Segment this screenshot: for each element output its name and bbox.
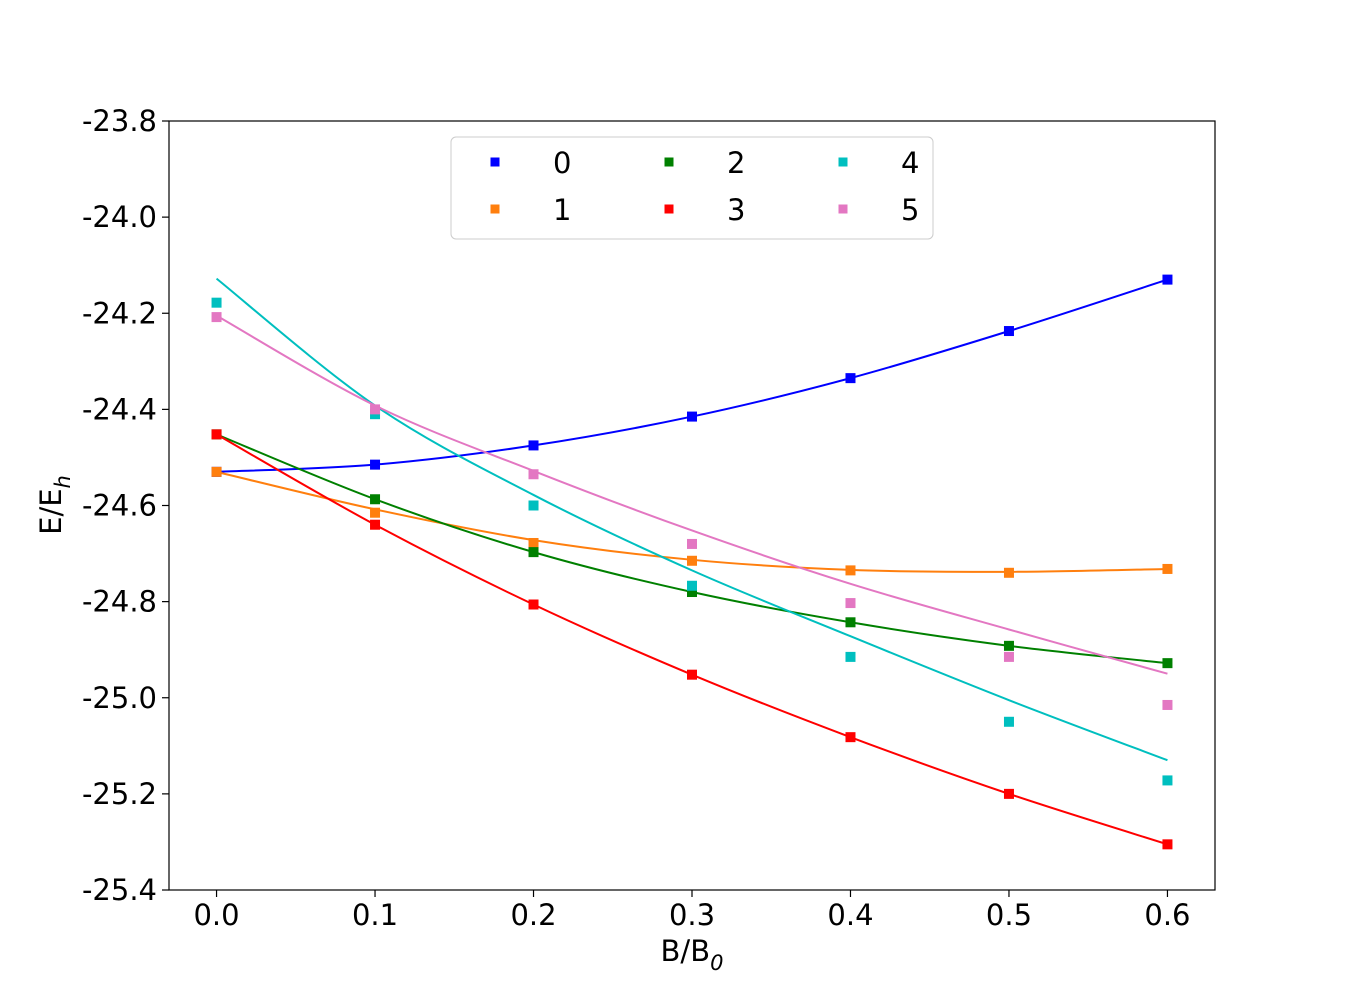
- data-point-0: [528, 440, 539, 451]
- legend-label-1: 1: [553, 193, 571, 227]
- legend-frame: [450, 136, 934, 240]
- data-point-1: [687, 555, 697, 566]
- data-point-4: [528, 500, 539, 511]
- legend-label-5: 5: [901, 193, 919, 227]
- data-point-5: [211, 312, 222, 323]
- data-point-2: [1162, 658, 1173, 669]
- data-point-5: [1003, 651, 1014, 662]
- x-tick-label: 0.6: [1144, 898, 1190, 932]
- y-tick-label: -23.8: [82, 104, 157, 138]
- x-tick-label: 0.4: [827, 898, 873, 932]
- x-tick-label: 0.0: [193, 898, 239, 932]
- data-point-5: [845, 598, 856, 609]
- data-point-5: [370, 404, 381, 415]
- data-point-0: [1003, 326, 1014, 337]
- series-layer: [211, 274, 1173, 850]
- data-point-1: [528, 537, 539, 548]
- data-point-4: [845, 651, 856, 662]
- data-point-1: [370, 507, 381, 518]
- data-point-3: [1162, 839, 1173, 850]
- data-point-2: [845, 617, 856, 628]
- y-tick-label: -24.8: [82, 585, 157, 619]
- legend-marker-4: [838, 157, 848, 167]
- data-point-5: [687, 538, 697, 549]
- data-point-2: [1003, 640, 1014, 651]
- y-axis-label: E/Eh: [34, 475, 75, 535]
- data-point-3: [687, 669, 697, 680]
- legend-marker-3: [664, 204, 674, 214]
- x-axis: 0.0 0.1 0.2 0.3 0.4 0.5 0.6: [193, 890, 1191, 932]
- y-tick-label: -24.2: [82, 296, 157, 330]
- data-point-1: [845, 565, 856, 576]
- x-tick-label: 0.2: [510, 898, 556, 932]
- plot-area: [168, 120, 1216, 891]
- data-point-2: [687, 587, 697, 598]
- legend-marker-2: [664, 157, 674, 167]
- data-point-1: [1003, 567, 1014, 578]
- data-point-4: [1003, 716, 1014, 727]
- data-point-3: [845, 732, 856, 743]
- y-axis: -23.8 -24.0 -24.2 -24.4 -24.6 -24.8 -25.0 -25.2…: [82, 104, 169, 907]
- data-point-3: [211, 429, 222, 440]
- y-tick-label: -24.0: [82, 200, 157, 234]
- y-tick-label: -25.0: [82, 681, 157, 715]
- data-point-3: [1003, 788, 1014, 799]
- y-tick-label: -24.6: [82, 489, 157, 523]
- data-point-1: [211, 466, 222, 477]
- legend-marker-0: [490, 157, 500, 167]
- data-point-5: [528, 469, 539, 480]
- legend: 0 1 2 3 4 5: [450, 136, 934, 240]
- legend-label-4: 4: [901, 146, 919, 180]
- legend-marker-5: [838, 204, 848, 214]
- data-point-4: [687, 580, 697, 591]
- data-point-1: [1162, 563, 1173, 574]
- y-tick-label: -25.2: [82, 777, 157, 811]
- data-point-2: [370, 494, 381, 505]
- x-tick-label: 0.3: [669, 898, 715, 932]
- data-point-3: [370, 519, 381, 530]
- legend-marker-1: [490, 204, 500, 214]
- data-point-0: [370, 459, 381, 470]
- x-tick-label: 0.1: [352, 898, 398, 932]
- legend-label-0: 0: [553, 146, 571, 180]
- x-tick-label: 0.5: [986, 898, 1032, 932]
- data-point-0: [1162, 274, 1173, 285]
- legend-label-2: 2: [727, 146, 745, 180]
- data-point-2: [528, 547, 539, 558]
- x-axis-label: B/B0: [661, 934, 724, 975]
- data-point-0: [687, 411, 697, 422]
- data-point-4: [1162, 775, 1173, 786]
- data-point-0: [845, 373, 856, 384]
- data-point-5: [1162, 699, 1173, 710]
- data-point-4: [211, 297, 222, 308]
- legend-label-3: 3: [727, 193, 745, 227]
- data-point-3: [528, 599, 539, 610]
- y-tick-label: -24.4: [82, 392, 157, 426]
- y-tick-label: -25.4: [82, 873, 157, 907]
